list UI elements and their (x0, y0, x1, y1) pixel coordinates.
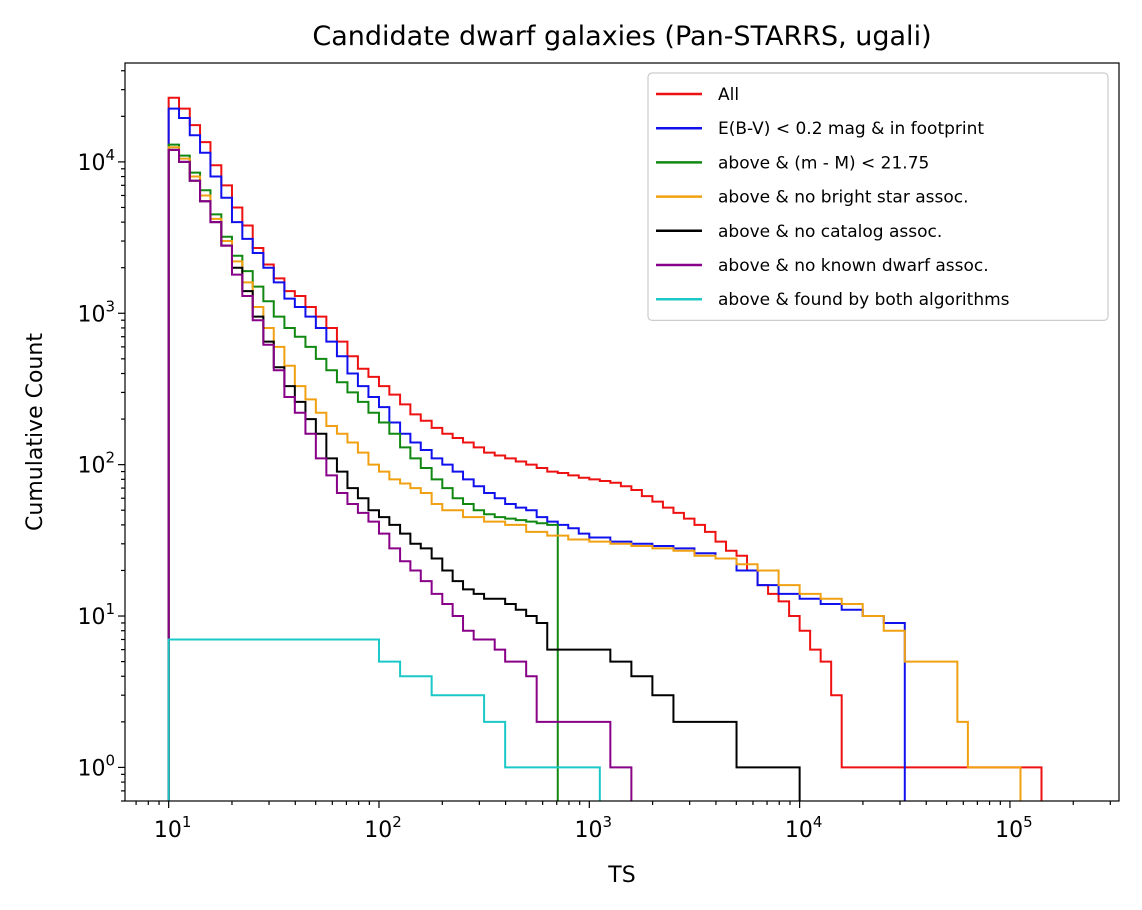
x-tick-label: 101 (154, 813, 192, 843)
legend-label: above & no bright star assoc. (718, 188, 969, 208)
legend-box (647, 72, 1109, 321)
y-tick-label: 103 (77, 297, 115, 327)
legend-label: above & no known dwarf assoc. (718, 256, 989, 276)
y-tick-label: 102 (77, 449, 115, 479)
legend-label: above & no catalog assoc. (718, 222, 942, 242)
y-tick-label: 100 (77, 751, 115, 781)
series-4-line (167, 146, 1022, 801)
series-layer (167, 96, 1043, 801)
x-tick-label: 105 (995, 813, 1033, 843)
chart-title: Candidate dwarf galaxies (Pan-STARRS, ug… (312, 21, 931, 52)
x-tick-label: 102 (364, 813, 402, 843)
y-tick-label: 104 (77, 146, 115, 176)
y-tick-label: 101 (77, 600, 115, 630)
legend-label: All (718, 85, 739, 105)
plot-frame (124, 62, 1120, 802)
series-7-line (167, 638, 601, 801)
legend-label: above & found by both algorithms (718, 290, 1010, 310)
legend-label: E(B-V) < 0.2 mag & in footprint (718, 119, 984, 139)
x-tick-label: 103 (575, 813, 613, 843)
x-axis-label: TS (607, 863, 635, 888)
axes-layer: 101 102 103 104 105 100 101 102 103 104 (77, 70, 1111, 843)
x-tick-label: 104 (785, 813, 823, 843)
legend: All E(B-V) < 0.2 mag & in footprint above … (647, 72, 1109, 321)
series-1-line (167, 96, 1043, 801)
y-axis-label: Cumulative Count (23, 333, 48, 531)
legend-label: above & (m - M) < 21.75 (718, 153, 929, 173)
series-6-line (167, 148, 633, 801)
